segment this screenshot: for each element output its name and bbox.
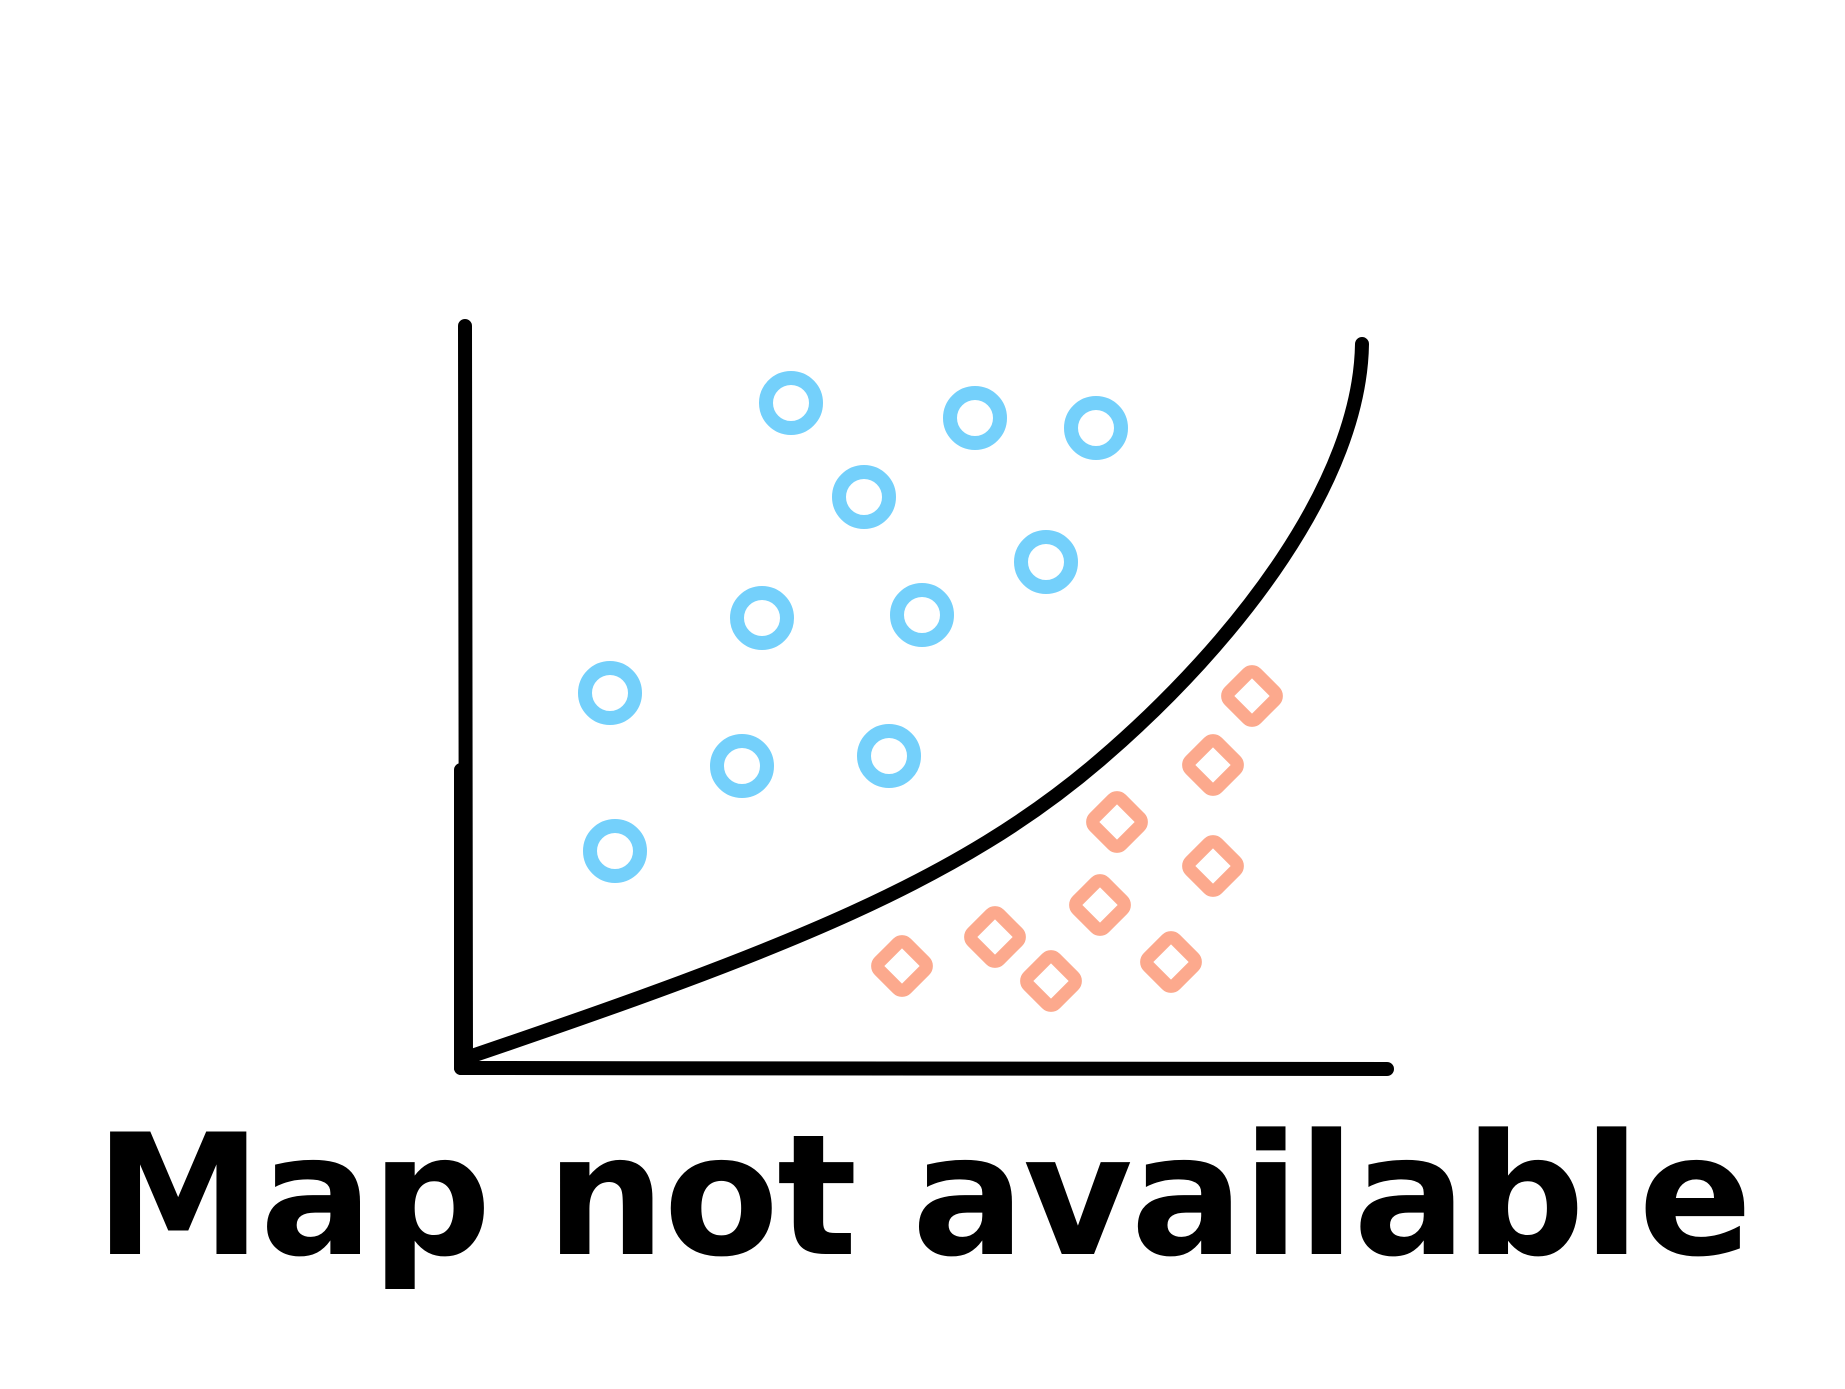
class-b-point — [964, 906, 1026, 968]
map-unavailable-message: Map not available — [94, 1098, 1753, 1294]
class-b-point — [1182, 734, 1244, 796]
class-b-point — [1182, 835, 1244, 897]
class-a-point — [730, 586, 794, 650]
axes — [454, 319, 1394, 1076]
class-a-point — [857, 724, 921, 788]
class-a-point — [578, 661, 642, 725]
y-axis-line — [454, 319, 473, 1075]
class-b-point — [1140, 931, 1202, 993]
class-a-point — [832, 465, 896, 529]
class-b-point — [1086, 791, 1148, 853]
class-a-point — [759, 371, 823, 435]
class-a-points — [578, 371, 1128, 883]
separator-curve — [459, 337, 1369, 1065]
class-b-point — [1069, 874, 1131, 936]
class-a-point — [1014, 530, 1078, 594]
class-a-point — [710, 734, 774, 798]
class-b-points — [871, 665, 1283, 1012]
class-a-point — [943, 386, 1007, 450]
class-a-point — [1064, 396, 1128, 460]
class-b-point — [1221, 665, 1283, 727]
x-axis-line — [454, 1061, 1394, 1076]
class-b-point — [1020, 950, 1082, 1012]
class-b-point — [871, 935, 933, 997]
class-a-point — [583, 819, 647, 883]
class-a-point — [890, 583, 954, 647]
